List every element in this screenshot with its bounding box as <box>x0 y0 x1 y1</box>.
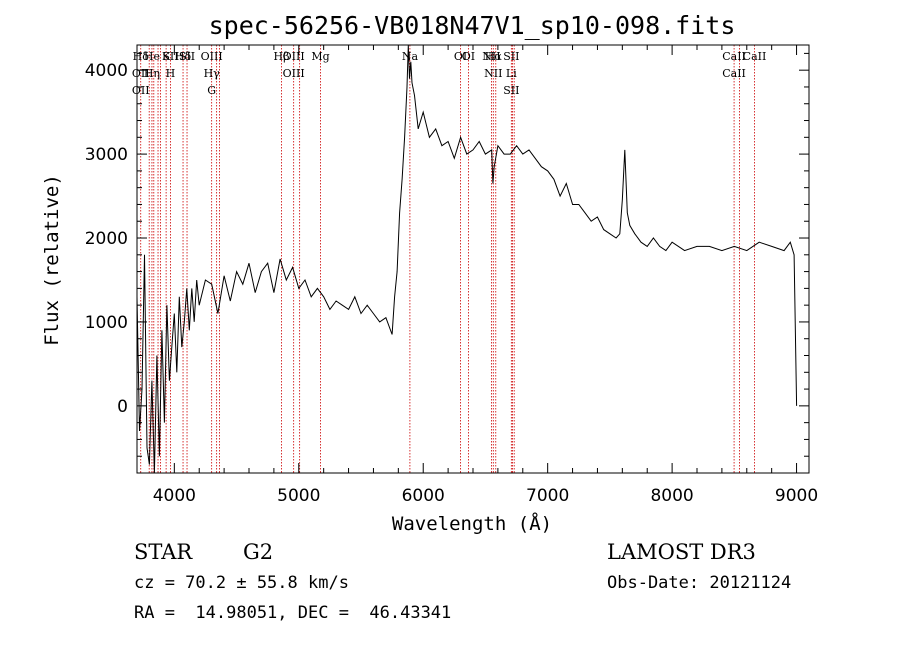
x-tick-label: 9000 <box>775 486 818 506</box>
spectral-line-label: OI <box>454 50 467 63</box>
spectral-line-label: NII <box>482 50 500 63</box>
spectrum-series-line <box>136 44 798 474</box>
survey-name: LAMOST DR3 <box>607 540 756 564</box>
x-tick-label: 6000 <box>402 486 445 506</box>
spectral-line-label: Hγ <box>204 67 221 80</box>
spectral-line-label: OIII <box>283 67 305 80</box>
x-axis-label: Wavelength (Å) <box>392 512 552 535</box>
spectral-line-label: G <box>207 84 216 97</box>
x-tick-label: 5000 <box>277 486 320 506</box>
spectral-line-label: NII <box>484 67 502 80</box>
spectral-line-label: Hα <box>485 50 503 63</box>
spectral-line-label: Li <box>506 67 517 80</box>
spectral-line-label: K <box>162 50 171 63</box>
spectral-line-label: OI <box>462 50 475 63</box>
y-tick-label: 0 <box>117 397 128 417</box>
spectral-line-label: SII <box>503 50 519 63</box>
spectral-line-label: SII <box>179 50 195 63</box>
plot-frame <box>136 44 810 474</box>
spectral-line-label: Hη <box>144 67 160 80</box>
x-axis-ticks: 4000 5000 6000 7000 8000 9000 <box>153 45 818 506</box>
spectral-line-label: CaII <box>722 50 746 63</box>
spectral-line-label: Hδ <box>175 50 192 63</box>
spectral-line-markers <box>140 45 755 473</box>
spectral-line-label: Hβ <box>274 50 290 63</box>
spectral-line-label: He <box>144 50 160 63</box>
spectral-line-label: Mg <box>311 50 329 63</box>
object-subclass: G2 <box>243 540 274 564</box>
spectral-line-label: H <box>166 67 176 80</box>
y-axis-label: Flux (relative) <box>41 174 63 346</box>
spectral-line-label: OII <box>132 84 150 97</box>
spectral-line-label: OIII <box>283 50 305 63</box>
y-tick-label: 4000 <box>85 61 128 81</box>
y-tick-label: 2000 <box>85 229 128 249</box>
x-tick-label: 7000 <box>526 486 569 506</box>
x-tick-label: 4000 <box>153 486 196 506</box>
spectral-line-label: SII <box>503 84 519 97</box>
spectral-line-label: Na <box>402 50 419 63</box>
y-tick-label: 1000 <box>85 313 128 333</box>
spectral-line-label: CaII <box>722 67 746 80</box>
spectral-line-label: OIII <box>201 50 223 63</box>
y-tick-label: 3000 <box>85 145 128 165</box>
chart-title: spec-56256-VB018N47V1_sp10-098.fits <box>209 11 736 40</box>
x-tick-label: 8000 <box>650 486 693 506</box>
coordinates-text: RA = 14.98051, DEC = 46.43341 <box>134 603 452 623</box>
y-axis-ticks: 0 1000 2000 3000 4000 <box>85 52 809 474</box>
object-class: STAR <box>134 540 193 564</box>
redshift-text: cz = 70.2 ± 55.8 km/s <box>134 573 349 593</box>
spectral-line-label: CaII <box>743 50 767 63</box>
obs-date: Obs-Date: 20121124 <box>607 573 792 593</box>
